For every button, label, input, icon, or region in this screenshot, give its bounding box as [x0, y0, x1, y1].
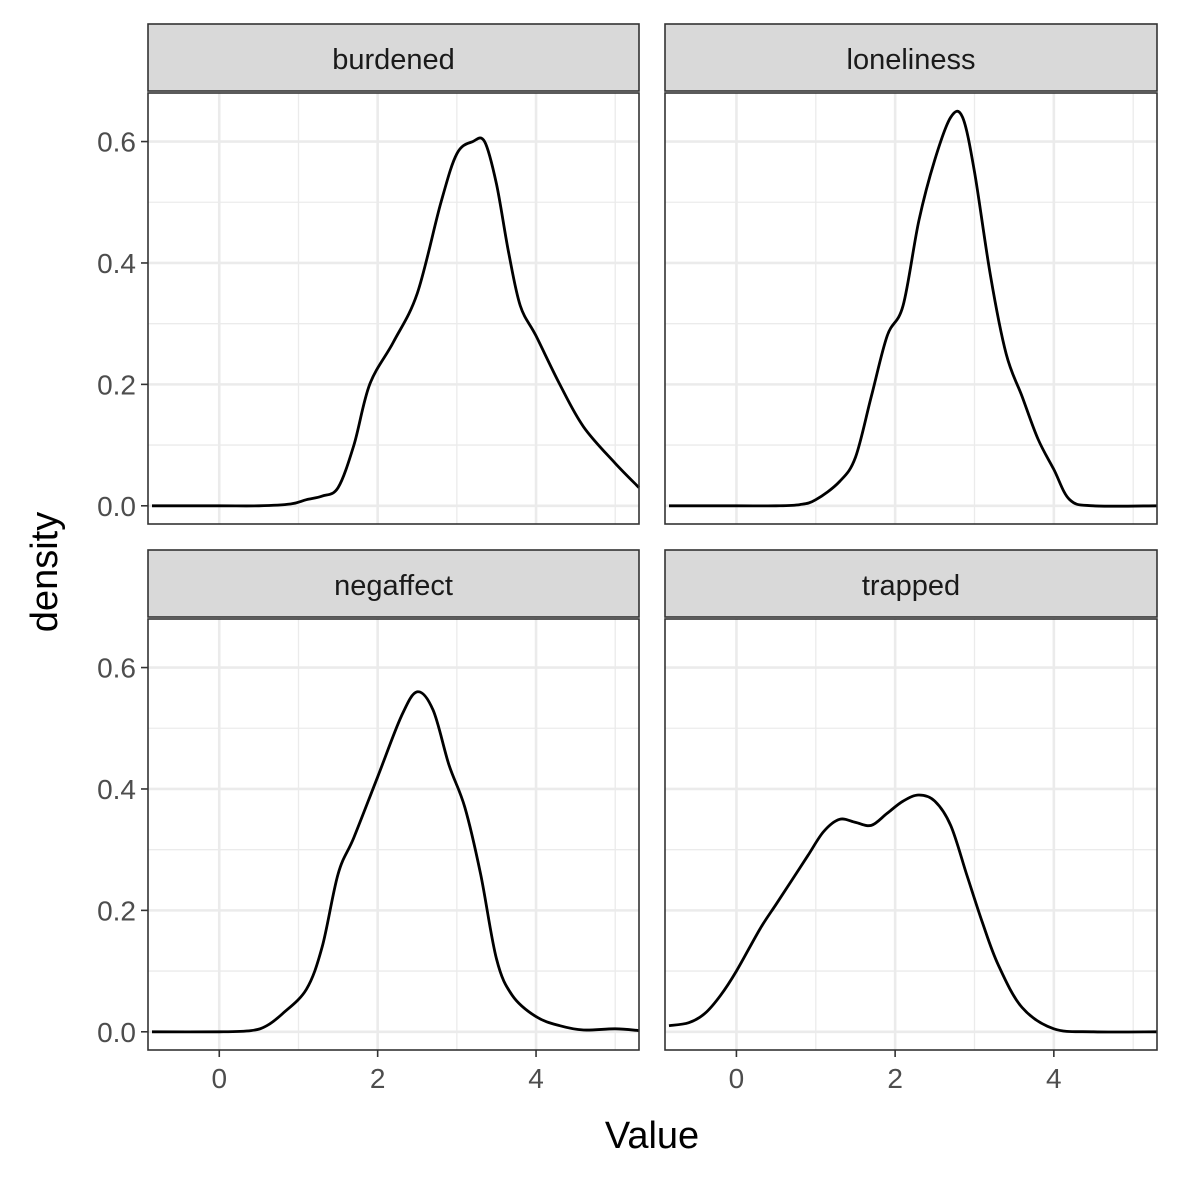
density-line-burdened: [152, 136, 641, 508]
x-tick-label: 4: [528, 1063, 544, 1094]
y-tick-label: 0.0: [97, 491, 136, 522]
facet-panel-loneliness: loneliness: [664, 23, 1158, 525]
x-tick-label: 0: [729, 1063, 745, 1094]
y-tick-label: 0.4: [97, 248, 136, 279]
panel-border: [664, 92, 1158, 525]
x-tick-label: 2: [370, 1063, 386, 1094]
facet-panel-trapped: trapped 0 2 4: [664, 549, 1158, 1094]
y-tick-label: 0.2: [97, 895, 136, 926]
facet-strip: [664, 23, 1158, 92]
panel-border: [147, 92, 640, 525]
facet-strip-label: trapped: [862, 570, 960, 602]
y-tick-label: 0.4: [97, 774, 136, 805]
facet-panel-negaffect: negaffect 0.0 0.2 0.4 0.6 0 2 4: [97, 549, 640, 1094]
x-tick-label: 0: [211, 1063, 227, 1094]
facet-strip-label: burdened: [332, 44, 455, 76]
facet-strip: [147, 23, 640, 92]
y-tick-label: 0.6: [97, 653, 136, 684]
x-tick-label: 2: [887, 1063, 903, 1094]
x-axis-title: Value: [605, 1115, 699, 1157]
panel-border: [664, 618, 1158, 1051]
y-tick-label: 0.2: [97, 369, 136, 400]
panel-background: [665, 619, 1157, 1050]
panel-background: [148, 619, 639, 1050]
panel-border: [147, 618, 640, 1051]
facet-strip: [147, 549, 640, 618]
facet-panel-burdened: burdened 0.0 0.2 0.4 0.6: [97, 23, 641, 525]
facet-strip: [664, 549, 1158, 618]
y-tick-label: 0.6: [97, 127, 136, 158]
y-tick-label: 0.0: [97, 1017, 136, 1048]
y-axis-title: density: [24, 512, 66, 632]
density-line-negaffect: [151, 690, 640, 1034]
facet-strip-label: loneliness: [847, 44, 976, 76]
x-tick-label: 4: [1046, 1063, 1062, 1094]
panel-background: [665, 93, 1157, 524]
facet-strip-label: negaffect: [334, 570, 453, 602]
density-line-trapped: [668, 793, 1158, 1034]
panel-background: [148, 93, 639, 524]
density-line-loneliness: [669, 109, 1158, 508]
